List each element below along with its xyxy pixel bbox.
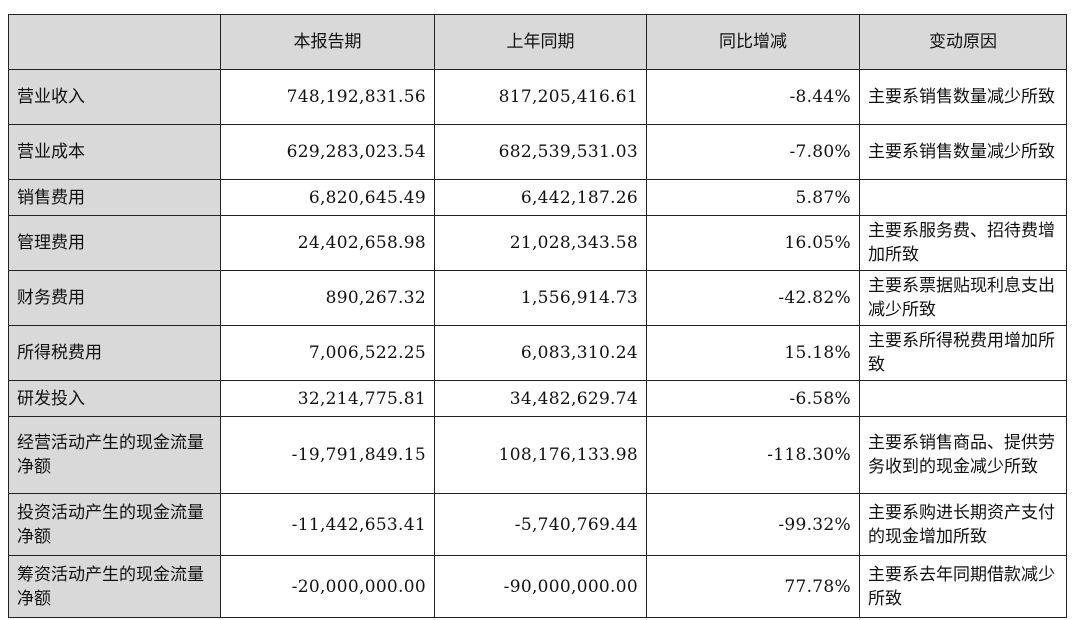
change-reason — [859, 179, 1067, 216]
yoy-value: 77.78% — [646, 555, 860, 618]
change-reason: 主要系销售数量减少所致 — [859, 69, 1067, 125]
prior-value: 682,539,531.03 — [434, 124, 647, 180]
table-row: 管理费用 24,402,658.98 21,028,343.58 16.05% … — [8, 215, 1067, 271]
row-label: 营业成本 — [8, 124, 221, 180]
current-value: -20,000,000.00 — [220, 555, 435, 618]
header-current-period: 本报告期 — [220, 14, 435, 70]
change-reason: 主要系销售商品、提供劳务收到的现金减少所致 — [859, 416, 1067, 494]
yoy-value: -42.82% — [646, 270, 860, 326]
prior-value: 34,482,629.74 — [434, 380, 647, 417]
row-label: 经营活动产生的现金流量净额 — [8, 416, 221, 494]
table-row: 财务费用 890,267.32 1,556,914.73 -42.82% 主要系… — [8, 270, 1067, 326]
yoy-value: -6.58% — [646, 380, 860, 417]
row-label: 所得税费用 — [8, 325, 221, 381]
prior-value: -90,000,000.00 — [434, 555, 647, 618]
current-value: 32,214,775.81 — [220, 380, 435, 417]
table-row: 筹资活动产生的现金流量净额 -20,000,000.00 -90,000,000… — [8, 555, 1067, 618]
current-value: 24,402,658.98 — [220, 215, 435, 271]
header-yoy-change: 同比增减 — [646, 14, 860, 70]
change-reason — [859, 380, 1067, 417]
table-row: 研发投入 32,214,775.81 34,482,629.74 -6.58% — [8, 380, 1067, 417]
row-label: 管理费用 — [8, 215, 221, 271]
yoy-value: -118.30% — [646, 416, 860, 494]
yoy-value: 16.05% — [646, 215, 860, 271]
table-row: 所得税费用 7,006,522.25 6,083,310.24 15.18% 主… — [8, 325, 1067, 381]
row-label: 投资活动产生的现金流量净额 — [8, 493, 221, 556]
table-row: 经营活动产生的现金流量净额 -19,791,849.15 108,176,133… — [8, 416, 1067, 494]
prior-value: 108,176,133.98 — [434, 416, 647, 494]
header-prior-period: 上年同期 — [434, 14, 647, 70]
row-label: 研发投入 — [8, 380, 221, 417]
table-row: 投资活动产生的现金流量净额 -11,442,653.41 -5,740,769.… — [8, 493, 1067, 556]
yoy-value: -8.44% — [646, 69, 860, 125]
prior-value: 817,205,416.61 — [434, 69, 647, 125]
current-value: 890,267.32 — [220, 270, 435, 326]
row-label: 营业收入 — [8, 69, 221, 125]
prior-value: 21,028,343.58 — [434, 215, 647, 271]
change-reason: 主要系票据贴现利息支出减少所致 — [859, 270, 1067, 326]
header-blank — [8, 14, 221, 70]
prior-value: 6,442,187.26 — [434, 179, 647, 216]
financial-comparison-table: 本报告期 上年同期 同比增减 变动原因 营业收入 748,192,831.56 … — [8, 14, 1067, 618]
current-value: 748,192,831.56 — [220, 69, 435, 125]
row-label: 财务费用 — [8, 270, 221, 326]
current-value: -11,442,653.41 — [220, 493, 435, 556]
prior-value: 1,556,914.73 — [434, 270, 647, 326]
header-change-reason: 变动原因 — [859, 14, 1067, 70]
yoy-value: 15.18% — [646, 325, 860, 381]
change-reason: 主要系所得税费用增加所致 — [859, 325, 1067, 381]
change-reason: 主要系服务费、招待费增加所致 — [859, 215, 1067, 271]
table-row: 销售费用 6,820,645.49 6,442,187.26 5.87% — [8, 179, 1067, 216]
change-reason: 主要系去年同期借款减少所致 — [859, 555, 1067, 618]
yoy-value: -7.80% — [646, 124, 860, 180]
table-row: 营业成本 629,283,023.54 682,539,531.03 -7.80… — [8, 124, 1067, 180]
prior-value: 6,083,310.24 — [434, 325, 647, 381]
header-row: 本报告期 上年同期 同比增减 变动原因 — [8, 14, 1067, 70]
current-value: -19,791,849.15 — [220, 416, 435, 494]
change-reason: 主要系购进长期资产支付的现金增加所致 — [859, 493, 1067, 556]
table-row: 营业收入 748,192,831.56 817,205,416.61 -8.44… — [8, 69, 1067, 125]
current-value: 7,006,522.25 — [220, 325, 435, 381]
current-value: 629,283,023.54 — [220, 124, 435, 180]
current-value: 6,820,645.49 — [220, 179, 435, 216]
yoy-value: 5.87% — [646, 179, 860, 216]
yoy-value: -99.32% — [646, 493, 860, 556]
change-reason: 主要系销售数量减少所致 — [859, 124, 1067, 180]
row-label: 销售费用 — [8, 179, 221, 216]
row-label: 筹资活动产生的现金流量净额 — [8, 555, 221, 618]
prior-value: -5,740,769.44 — [434, 493, 647, 556]
